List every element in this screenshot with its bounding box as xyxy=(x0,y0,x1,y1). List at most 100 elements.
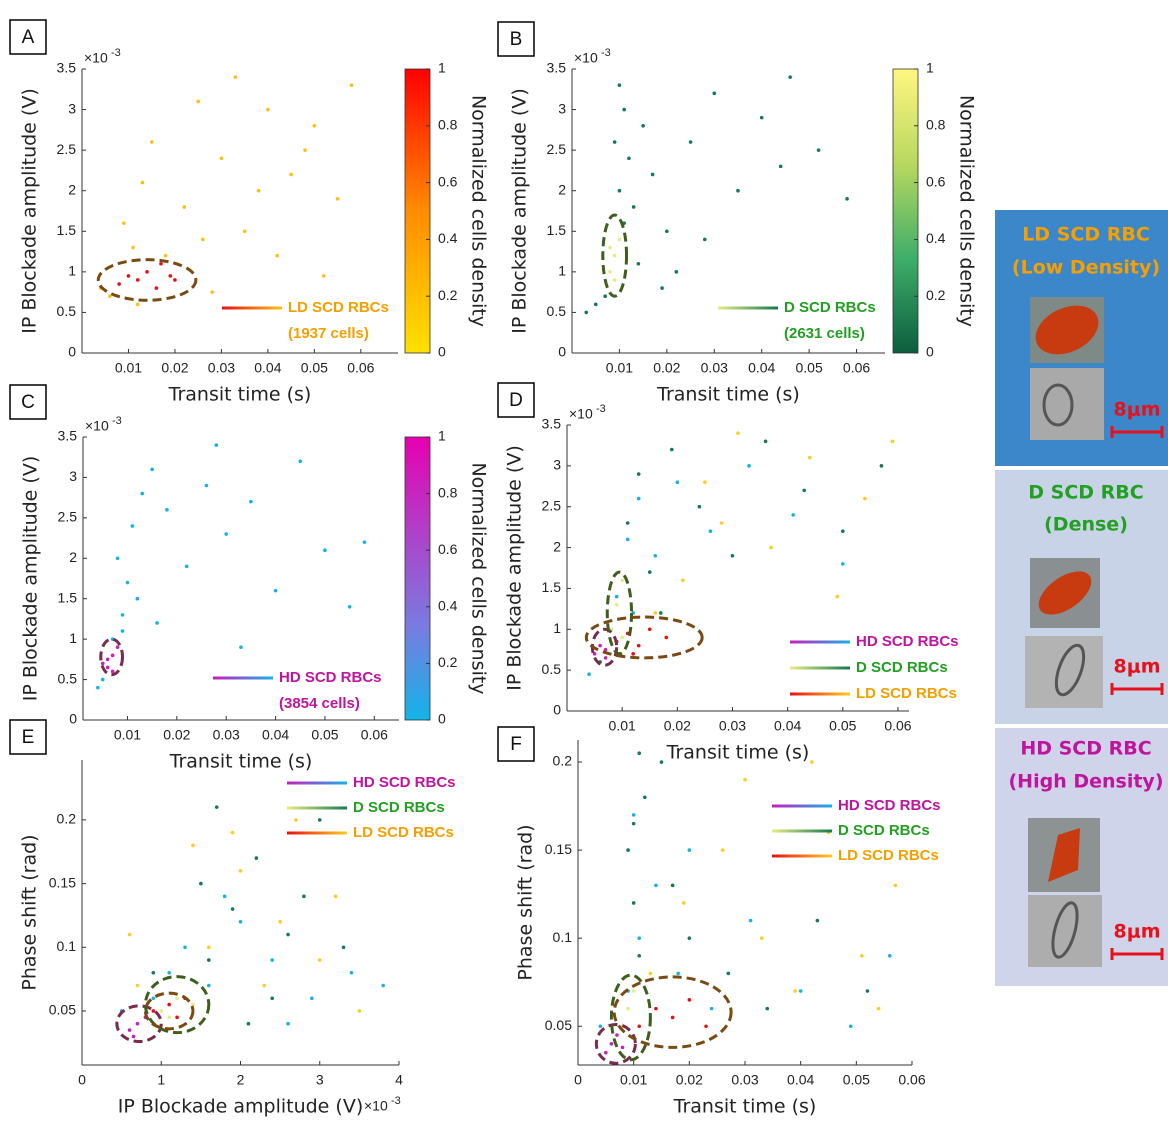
cell-title: HD SCD RBC xyxy=(1020,738,1151,760)
point xyxy=(603,647,608,652)
legend-label: LD SCD RBCs xyxy=(353,824,454,841)
colorbar-tick-label: 1 xyxy=(438,428,446,444)
point xyxy=(233,75,238,79)
scale-label: 8μm xyxy=(1114,399,1161,421)
point xyxy=(865,989,870,993)
legend-line xyxy=(790,666,850,670)
point xyxy=(625,521,630,525)
panel-label-box xyxy=(497,382,535,418)
point xyxy=(302,894,306,899)
x-tick-label: 0.01 xyxy=(115,360,142,376)
point xyxy=(145,270,149,274)
point xyxy=(163,253,168,258)
point xyxy=(654,883,658,888)
point xyxy=(841,562,845,566)
point xyxy=(617,188,622,193)
y-tick-label: 0 xyxy=(69,711,77,727)
axis-multiplier: ×10 xyxy=(84,50,108,66)
point xyxy=(743,777,747,782)
colorbar-tick-label: 0.6 xyxy=(926,173,946,189)
point xyxy=(687,998,692,1002)
x-tick-label: 0.05 xyxy=(795,360,822,376)
point xyxy=(660,286,664,290)
point xyxy=(303,148,307,152)
x-tick-label: 0.04 xyxy=(262,727,289,743)
legend-count: (2631 cells) xyxy=(784,325,865,342)
y-axis-label: Phase shift (rad) xyxy=(515,824,537,980)
colorbar-tick-label: 0 xyxy=(926,344,934,360)
y-tick-label: 3.5 xyxy=(57,60,77,76)
cell-panel: LD SCD RBC (Low Density) 8μm D SCD RBC (… xyxy=(995,210,1168,986)
y-tick-label: 2.5 xyxy=(58,509,78,525)
legend-line xyxy=(790,692,850,696)
point xyxy=(845,197,849,201)
colorbar-tick-label: 1 xyxy=(926,60,934,76)
point xyxy=(230,907,235,911)
x-tick-label: 0.01 xyxy=(609,718,636,734)
scale-bar xyxy=(1110,426,1164,960)
x-tick-label: 0.06 xyxy=(843,360,870,376)
point xyxy=(636,643,641,648)
x-tick-label: 0.01 xyxy=(114,727,141,743)
point xyxy=(204,483,209,488)
point xyxy=(362,540,367,544)
legend-label: D SCD RBCs xyxy=(838,822,930,839)
colorbar-tick-label: 0.4 xyxy=(438,230,458,246)
point xyxy=(298,459,303,464)
y-tick-label: 0.2 xyxy=(553,753,573,769)
point xyxy=(612,278,617,282)
point xyxy=(294,818,298,822)
x-tick-label: 0.01 xyxy=(620,1072,647,1088)
point xyxy=(117,282,121,286)
colorbar-tick-label: 0.8 xyxy=(438,117,458,133)
point xyxy=(641,124,645,128)
point xyxy=(168,274,173,278)
point xyxy=(631,813,636,817)
axis-multiplier-exponent: -3 xyxy=(111,47,121,59)
y-tick-label: 0 xyxy=(558,344,566,360)
x-tick-label: 0.01 xyxy=(606,360,633,376)
point xyxy=(763,439,768,444)
x-tick-label: 0.02 xyxy=(163,727,190,743)
point xyxy=(603,294,607,299)
point xyxy=(627,156,631,161)
point xyxy=(593,302,598,307)
density-region xyxy=(96,258,198,302)
point xyxy=(653,611,658,615)
point xyxy=(816,148,821,152)
panel-label: D xyxy=(509,390,523,411)
point xyxy=(609,1042,614,1046)
y-tick-label: 1.5 xyxy=(57,222,77,238)
axis-multiplier: ×10 xyxy=(364,1098,388,1114)
legend-label: HD SCD RBCs xyxy=(279,669,382,686)
density-region xyxy=(143,975,211,1035)
y-tick-label: 0.5 xyxy=(547,303,567,319)
point xyxy=(191,1002,195,1007)
point xyxy=(658,611,663,615)
point xyxy=(110,669,115,674)
point xyxy=(620,578,624,583)
cell-micrograph xyxy=(1030,368,1104,440)
point xyxy=(688,140,693,144)
cell-outline xyxy=(1051,901,1079,959)
point xyxy=(848,1024,853,1029)
legend-count: (1937 cells) xyxy=(288,325,369,342)
point xyxy=(246,1021,251,1026)
point xyxy=(890,439,895,444)
colorbar xyxy=(892,68,919,354)
axis-multiplier-exponent: -3 xyxy=(391,1095,401,1107)
y-tick-label: 0.15 xyxy=(545,841,572,857)
y-tick-label: 3 xyxy=(553,457,561,473)
colorbar-tick-label: 0.8 xyxy=(438,484,458,500)
point xyxy=(349,970,354,975)
point xyxy=(207,983,211,988)
x-tick-label: 0.05 xyxy=(843,1072,870,1088)
x-tick-label: 0.03 xyxy=(213,727,240,743)
panel-label: B xyxy=(510,29,523,50)
point xyxy=(648,971,653,976)
legend-label: HD SCD RBCs xyxy=(856,633,959,650)
point xyxy=(625,537,630,542)
point xyxy=(835,594,840,599)
point xyxy=(587,672,591,677)
density-region xyxy=(609,973,652,1062)
